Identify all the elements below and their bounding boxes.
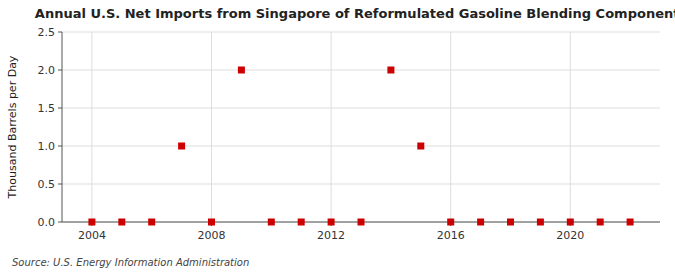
grid-line-x	[570, 32, 571, 222]
point	[328, 219, 335, 226]
title: Annual U.S. Net Imports from Singapore o…	[35, 6, 675, 21]
y-tick-label: 1.0	[38, 140, 56, 153]
point	[537, 219, 544, 226]
chart: Annual U.S. Net Imports from Singapore o…	[0, 0, 675, 275]
point	[387, 67, 394, 74]
point	[597, 219, 604, 226]
point	[268, 219, 275, 226]
y-tick-label: 0.0	[38, 216, 56, 229]
y-axis-line	[62, 32, 63, 222]
x-tick-label: 2020	[556, 229, 584, 242]
point	[238, 67, 245, 74]
point	[417, 143, 424, 150]
y-tick	[58, 32, 62, 33]
point	[88, 219, 95, 226]
y-tick-label: 2.5	[38, 26, 56, 39]
point	[627, 219, 634, 226]
point	[358, 219, 365, 226]
y-tick-label: 0.5	[38, 178, 56, 191]
point	[507, 219, 514, 226]
y-tick-label: 2.0	[38, 64, 56, 77]
point	[178, 143, 185, 150]
grid-line-x	[91, 32, 92, 222]
y-tick	[58, 146, 62, 147]
point	[477, 219, 484, 226]
point	[567, 219, 574, 226]
x-tick-label: 2008	[198, 229, 226, 242]
y-axis-label: Thousand Barrels per Day	[6, 55, 19, 199]
y-tick-label: 1.5	[38, 102, 56, 115]
grid-line-x	[450, 32, 451, 222]
x-tick-label: 2016	[437, 229, 465, 242]
y-tick	[58, 222, 62, 223]
point	[148, 219, 155, 226]
grid	[62, 32, 660, 222]
grid-line-x	[211, 32, 212, 222]
point	[447, 219, 454, 226]
source: Source: U.S. Energy Information Administ…	[12, 257, 249, 268]
point	[118, 219, 125, 226]
grid-line-x	[331, 32, 332, 222]
point	[298, 219, 305, 226]
y-tick	[58, 108, 62, 109]
x-tick-label: 2012	[317, 229, 345, 242]
point	[208, 219, 215, 226]
y-tick	[58, 184, 62, 185]
points	[88, 67, 633, 226]
x-tick-label: 2004	[78, 229, 106, 242]
y-tick	[58, 70, 62, 71]
chart-container: Annual U.S. Net Imports from Singapore o…	[0, 0, 675, 275]
